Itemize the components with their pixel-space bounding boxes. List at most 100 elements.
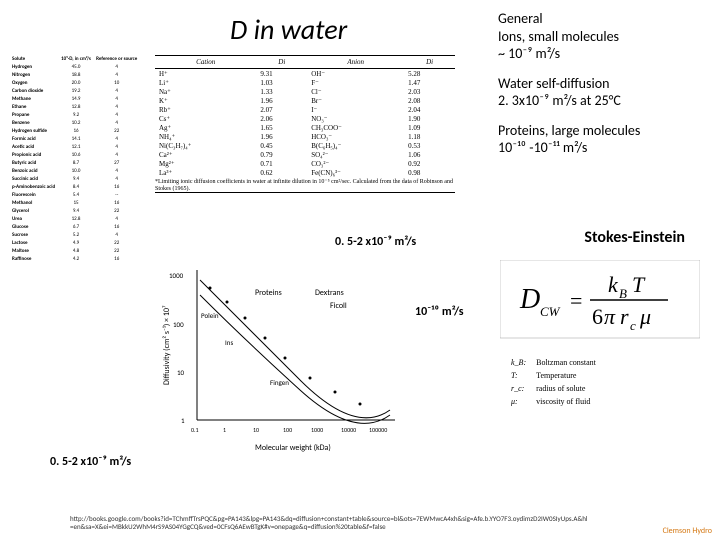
table-row: La³⁺0.62Fe(CN)₆³⁻0.98 (155, 168, 455, 177)
svg-text:Diffusivity (cm² s⁻¹) × 10⁷: Diffusivity (cm² s⁻¹) × 10⁷ (162, 305, 172, 385)
stokes-einstein-label: Stokes-Einstein (584, 228, 685, 247)
annotation-mid: 10⁻¹⁰ m²/s (415, 305, 464, 319)
svg-text:10000: 10000 (341, 426, 356, 434)
svg-text:π: π (604, 304, 616, 329)
ion-table: Cation Di Anion Di H⁺9.31OH⁻5.28Li⁺1.03F… (155, 55, 455, 193)
table-row: Ca²⁺0.79SO₄²⁻1.06 (155, 150, 455, 159)
svg-text:100000: 100000 (369, 426, 387, 434)
table-row: H⁺9.31OH⁻5.28 (155, 69, 455, 79)
note-general-h: General (498, 10, 708, 28)
svg-text:1000: 1000 (311, 426, 323, 434)
table-row: Nitrogen18.84 (10, 71, 140, 79)
table-row: Glucose6.716 (10, 223, 140, 231)
annotation-bottom: 0. 5-2 x10⁻⁹ m²/s (50, 455, 131, 469)
svg-text:r: r (620, 304, 629, 329)
table-row: p-Aminobenzoic acid8.416 (10, 183, 140, 191)
table-row: Sucrose5.24 (10, 231, 140, 239)
svg-text:=: = (570, 288, 582, 313)
svg-text:D: D (519, 284, 540, 315)
title-d: D (230, 12, 247, 47)
svg-text:1: 1 (223, 426, 226, 434)
page-title: D in water (230, 12, 347, 47)
table-row: Acetic acid12.14 (10, 143, 140, 151)
table-row: Li⁺1.03F⁻1.47 (155, 78, 455, 87)
formula-legend: k_B:Boltzman constant T:Temperature r_c:ra… (505, 355, 705, 409)
ion-th-3: Anion (307, 56, 404, 69)
note-general-l1: Ions, small molecules (498, 28, 708, 46)
svg-text:Ins: Ins (225, 338, 233, 347)
legend-row: μ:viscosity of fluid (507, 396, 600, 407)
table-row: Oxygen20.010 (10, 79, 140, 87)
ion-table-caption: *Limiting ionic diffusion coefficients i… (155, 179, 455, 192)
svg-text:Dextrans: Dextrans (315, 288, 344, 298)
sidebar-notes: General Ions, small molecules ~ 10⁻⁹ m²/… (498, 10, 708, 169)
ion-th-1: Cation (155, 56, 256, 69)
table-row: Rb⁺2.07I⁻2.04 (155, 105, 455, 114)
note-general: General Ions, small molecules ~ 10⁻⁹ m²/… (498, 10, 708, 63)
title-rest: in water (247, 12, 347, 47)
table-row: Raffinose4.216 (10, 255, 140, 263)
table-row: Butyric acid8.727 (10, 159, 140, 167)
table-row: Benzene10.24 (10, 119, 140, 127)
table-row: Hydrogen45.04 (10, 63, 140, 71)
svg-text:1: 1 (181, 416, 185, 425)
svg-text:0.1: 0.1 (191, 426, 199, 434)
footer-url: http://books.google.com/books?id=TChmffT… (70, 515, 590, 530)
table-row: Na⁺1.33Cl⁻2.03 (155, 87, 455, 96)
svg-text:k: k (608, 272, 619, 297)
table-row: Ethane12.84 (10, 103, 140, 111)
solute-th-2: 10⁵·D, in cm²/s (59, 55, 94, 63)
table-row: Hydrogen sulfide1622 (10, 127, 140, 135)
table-row: Methanol1516 (10, 199, 140, 207)
svg-text:1000: 1000 (169, 271, 184, 280)
legend-row: r_c:radius of solute (507, 383, 600, 394)
svg-text:Proteins: Proteins (255, 288, 282, 298)
table-row: Propane9.24 (10, 111, 140, 119)
diffusivity-graph: Diffusivity (cm² s⁻¹) × 10⁷ Molecular we… (155, 260, 405, 455)
table-row: Ag⁺1.65CH₃COO⁻1.09 (155, 123, 455, 132)
svg-text:B: B (619, 286, 627, 301)
svg-text:c: c (630, 318, 636, 333)
table-row: Glycerol9.422 (10, 207, 140, 215)
table-row: Propionic acid10.64 (10, 151, 140, 159)
note-water-l1: Water self-diffusion (498, 75, 708, 93)
legend-row: k_B:Boltzman constant (507, 357, 600, 368)
svg-text:Fingen: Fingen (270, 378, 289, 387)
table-row: Lactose4.922 (10, 239, 140, 247)
ion-th-4: Di (404, 56, 455, 69)
svg-text:100: 100 (283, 426, 292, 434)
table-row: Cs⁺2.06NO₃⁻1.90 (155, 114, 455, 123)
table-row: Benzoic acid10.04 (10, 167, 140, 175)
table-row: K⁺1.96Br⁻2.08 (155, 96, 455, 105)
note-proteins-l1: Proteins, large molecules (498, 122, 708, 140)
table-row: Ni(C₃H₇)₄⁺0.45B(C₆H₅)₄⁻0.53 (155, 141, 455, 150)
annotation-top: 0. 5-2 x10⁻⁹ m²/s (335, 235, 416, 249)
svg-text:10: 10 (253, 426, 259, 434)
table-row: Mg²⁺0.71CO₃²⁻0.92 (155, 159, 455, 168)
note-proteins: Proteins, large molecules 10⁻¹⁰ -10⁻¹¹ m… (498, 122, 708, 157)
table-row: Carbon dioxide19.24 (10, 87, 140, 95)
legend-row: T:Temperature (507, 370, 600, 381)
svg-text:Ficoll: Ficoll (330, 301, 347, 311)
table-row: NH₄⁺1.96HCO₃⁻1.18 (155, 132, 455, 141)
svg-text:10: 10 (177, 368, 185, 377)
table-row: Succinic acid9.44 (10, 175, 140, 183)
solute-table: Solute 10⁵·D, in cm²/s Reference or sour… (10, 55, 140, 263)
svg-text:T: T (632, 272, 646, 297)
note-water-l2: 2. 3x10⁻⁹ m²/s at 25°C (498, 92, 708, 110)
stokes-einstein-formula: D CW = k B T 6 π r c μ (500, 260, 700, 345)
svg-text:μ: μ (639, 304, 651, 329)
ion-th-2: Di (256, 56, 307, 69)
svg-text:Polein: Polein (201, 311, 219, 320)
svg-text:CW: CW (540, 304, 561, 319)
svg-text:Molecular weight (kDa): Molecular weight (kDa) (255, 443, 331, 453)
table-row: Fluorescein5.4-- (10, 191, 140, 199)
svg-text:100: 100 (173, 320, 184, 329)
note-general-l2: ~ 10⁻⁹ m²/s (498, 45, 708, 63)
table-row: Methane14.94 (10, 95, 140, 103)
note-water: Water self-diffusion 2. 3x10⁻⁹ m²/s at 2… (498, 75, 708, 110)
table-row: Formic acid14.14 (10, 135, 140, 143)
note-proteins-l2: 10⁻¹⁰ -10⁻¹¹ m²/s (498, 139, 708, 157)
footer-branding: Clemson Hydro (663, 526, 712, 536)
table-row: Maltose4.822 (10, 247, 140, 255)
